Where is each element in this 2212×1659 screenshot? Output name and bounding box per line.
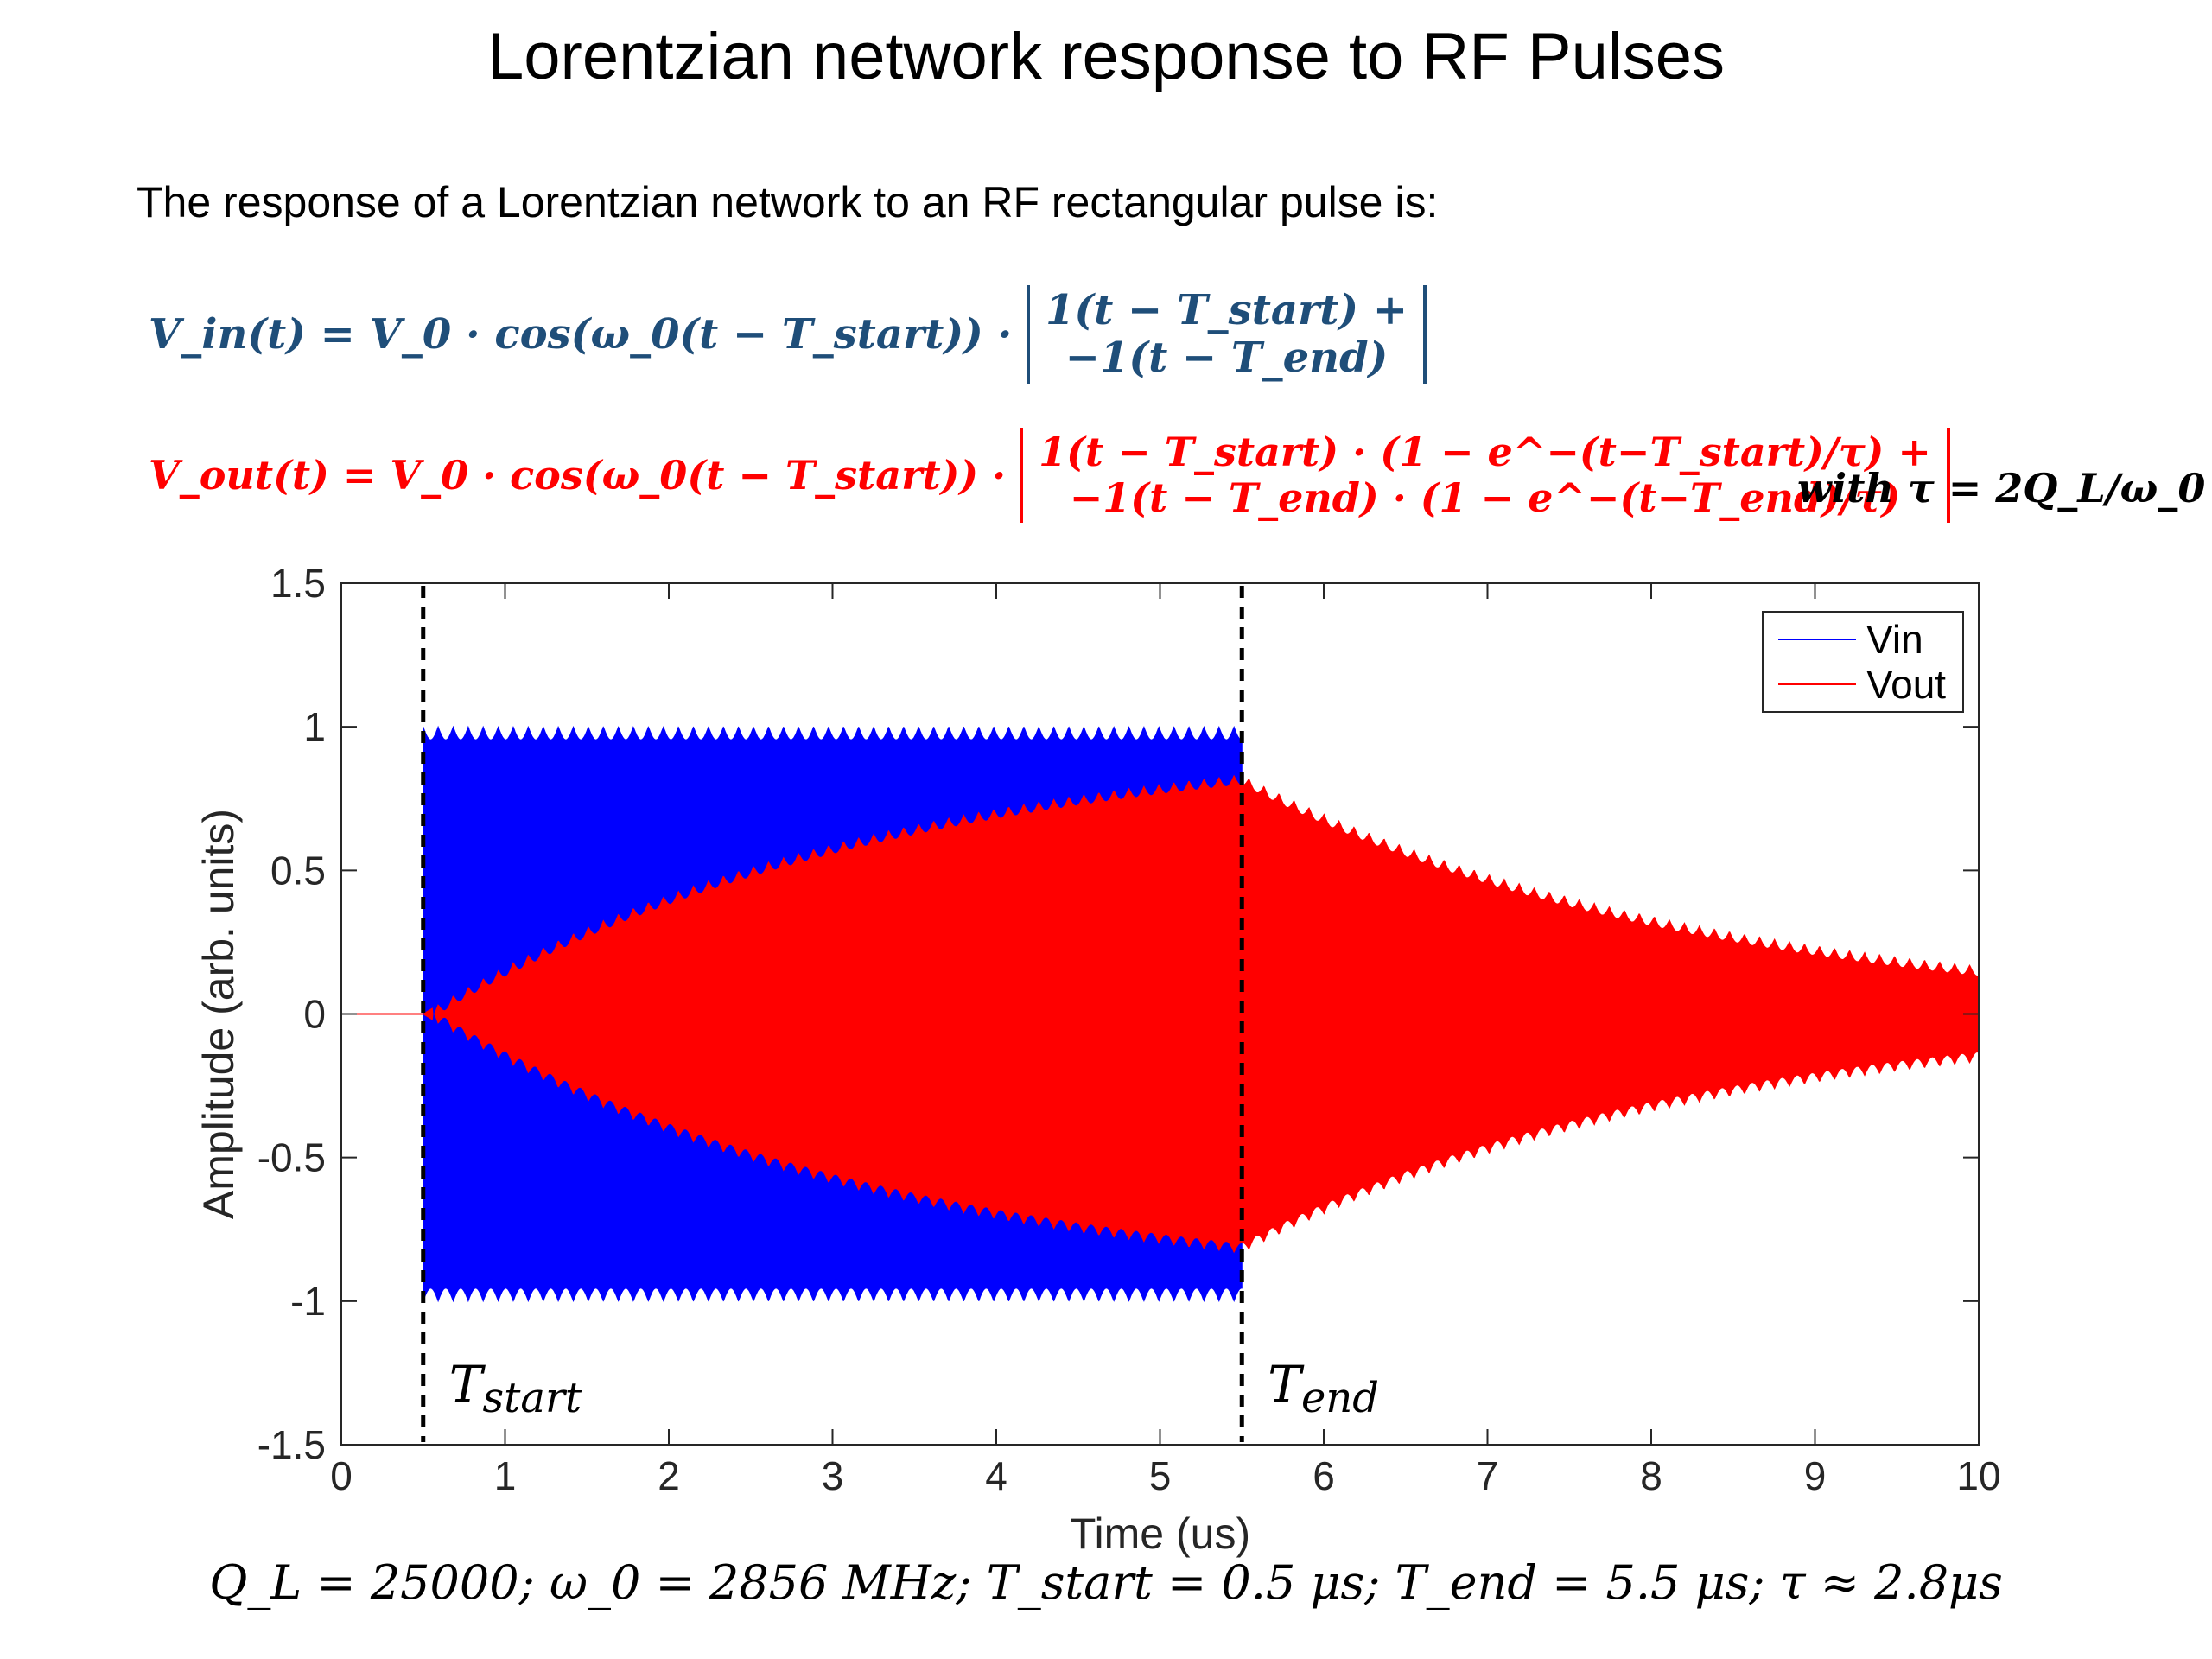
- vin-equation-line1: 1(t − T_start) +: [1046, 286, 1408, 334]
- tau-definition: with τ = 2Q_L/ω_0: [1797, 465, 2206, 512]
- slide-title: Lorentzian network response to RF Pulses: [486, 20, 1726, 93]
- x-tick-label: 3: [822, 1453, 844, 1498]
- vout-equation: V_out(t) = V_0 · cos(ω_0(t − T_start)) ·…: [149, 428, 1950, 523]
- y-tick-label: -0.5: [257, 1135, 326, 1180]
- x-tick-label: 7: [1477, 1453, 1499, 1498]
- t-start-label: Tstart: [449, 1355, 582, 1422]
- vout-equation-line2: −1(t − T_end) · (1 − e^−(t−T_end)/τ): [1069, 474, 1901, 521]
- vout-equation-line1: 1(t − T_start) · (1 − e^−(t−T_start)/τ) …: [1039, 429, 1931, 475]
- x-tick-label: 9: [1804, 1453, 1827, 1498]
- x-tick-label: 6: [1313, 1453, 1335, 1498]
- x-axis-label: Time (us): [1070, 1510, 1250, 1558]
- y-tick-label: -1: [290, 1279, 326, 1324]
- y-axis-label: Amplitude (arb. units): [194, 809, 243, 1219]
- y-tick-label: -1.5: [257, 1422, 326, 1467]
- vin-equation-bracket: 1(t − T_start) + −1(t − T_end): [1027, 285, 1427, 385]
- x-tick-label: 0: [330, 1453, 353, 1498]
- x-tick-label: 4: [985, 1453, 1007, 1498]
- y-tick-label: 0: [303, 992, 326, 1037]
- legend-box: [1762, 611, 1964, 713]
- parameters-line: Q_L = 25000; ω_0 = 2856 MHz; T_start = 0…: [209, 1555, 2003, 1610]
- x-tick-label: 2: [658, 1453, 680, 1498]
- intro-text: The response of a Lorentzian network to …: [137, 178, 1439, 226]
- vin-equation: V_in(t) = V_0 · cos(ω_0(t − T_start)) · …: [149, 285, 1427, 385]
- x-tick-label: 5: [1149, 1453, 1172, 1498]
- legend-label-vout: Vout: [1866, 662, 1946, 707]
- y-tick-label: 0.5: [270, 848, 326, 893]
- x-tick-label: 10: [1956, 1453, 2000, 1498]
- legend-label-vin: Vin: [1866, 617, 1923, 662]
- y-tick-label: 1.5: [270, 561, 326, 606]
- x-tick-label: 8: [1640, 1453, 1662, 1498]
- vin-equation-lhs: V_in(t) = V_0 · cos(ω_0(t − T_start)) ·: [149, 310, 1013, 359]
- vout-equation-bracket: 1(t − T_start) · (1 − e^−(t−T_start)/τ) …: [1020, 428, 1950, 523]
- t-end-label: Tend: [1268, 1355, 1379, 1422]
- y-tick-label: 1: [303, 704, 326, 749]
- x-tick-label: 1: [494, 1453, 517, 1498]
- vin-equation-line2: −1(t − T_end): [1065, 334, 1389, 383]
- vout-equation-lhs: V_out(t) = V_0 · cos(ω_0(t − T_start)) ·: [149, 451, 1007, 499]
